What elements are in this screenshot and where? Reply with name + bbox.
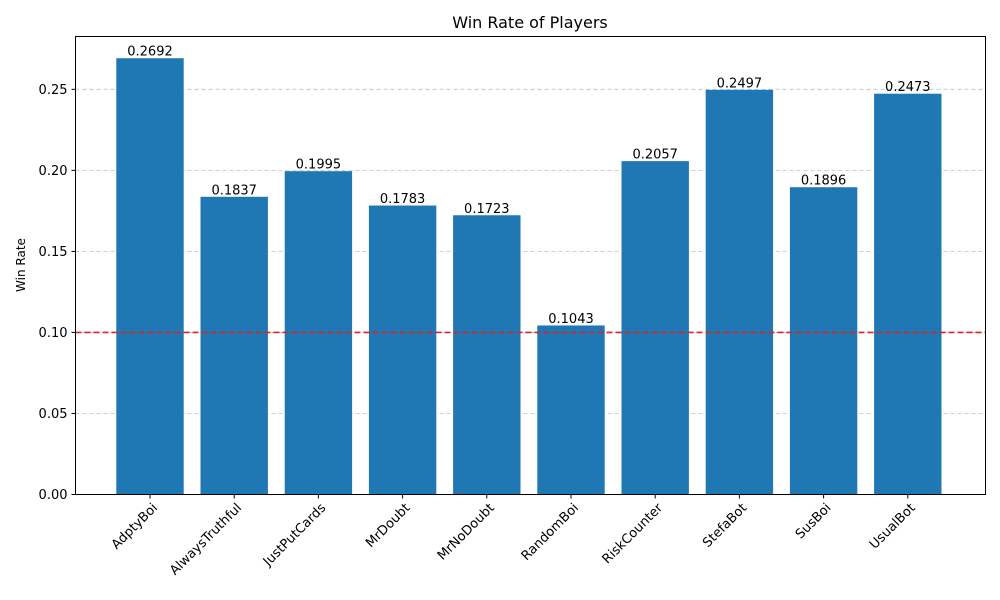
data-label: 0.2473 xyxy=(885,80,931,95)
data-label: 0.1043 xyxy=(548,312,594,327)
bar xyxy=(200,196,268,495)
plot-frame xyxy=(75,36,986,495)
x-tick-label: MrDoubt xyxy=(363,501,413,551)
data-label: 0.1723 xyxy=(464,202,510,217)
chart-title: Win Rate of Players xyxy=(452,13,608,32)
x-tick-label: MrNoDoubt xyxy=(435,501,498,564)
bars xyxy=(116,58,942,495)
data-label: 0.1896 xyxy=(801,174,847,189)
x-axis-ticks: AdptyBoi AlwaysTruthful JustPutCards MrDoub… xyxy=(109,494,919,579)
y-tick-label: 0.10 xyxy=(39,326,68,341)
y-axis-label: Win Rate xyxy=(14,238,28,292)
data-label: 0.2692 xyxy=(127,45,173,60)
x-tick-label: AdptyBoi xyxy=(109,501,161,553)
bar xyxy=(453,215,521,495)
bar xyxy=(874,93,942,495)
x-tick-label: AlwaysTruthful xyxy=(167,501,245,579)
x-tick-label: JustPutCards xyxy=(260,501,330,571)
bar xyxy=(621,161,689,495)
bar xyxy=(705,89,774,495)
bar xyxy=(789,187,858,495)
data-label: 0.2057 xyxy=(632,148,678,163)
y-tick-label: 0.05 xyxy=(39,407,68,422)
y-axis-ticks: 0.00 0.05 0.10 0.15 0.20 0.25 xyxy=(39,83,76,503)
x-tick-label: UsualBot xyxy=(867,501,919,553)
y-tick-label: 0.20 xyxy=(39,164,68,179)
x-tick-label: RandomBoi xyxy=(519,501,582,564)
x-tick-label: SusBoi xyxy=(793,501,835,543)
y-tick-label: 0.00 xyxy=(39,488,68,503)
x-tick-label: RiskCounter xyxy=(600,500,667,567)
y-tick-label: 0.25 xyxy=(39,83,68,98)
bar xyxy=(537,325,605,495)
data-label: 0.1837 xyxy=(211,183,257,198)
y-tick-label: 0.15 xyxy=(39,245,68,260)
bar xyxy=(116,58,184,495)
data-label: 0.1995 xyxy=(296,158,342,173)
data-label: 0.1783 xyxy=(380,192,426,207)
data-labels: 0.2692 0.1837 0.1995 0.1783 0.1723 0.1043 0.20… xyxy=(127,45,930,327)
data-label: 0.2497 xyxy=(717,76,763,91)
bar xyxy=(368,205,437,495)
x-tick-label: StefaBot xyxy=(700,501,750,551)
